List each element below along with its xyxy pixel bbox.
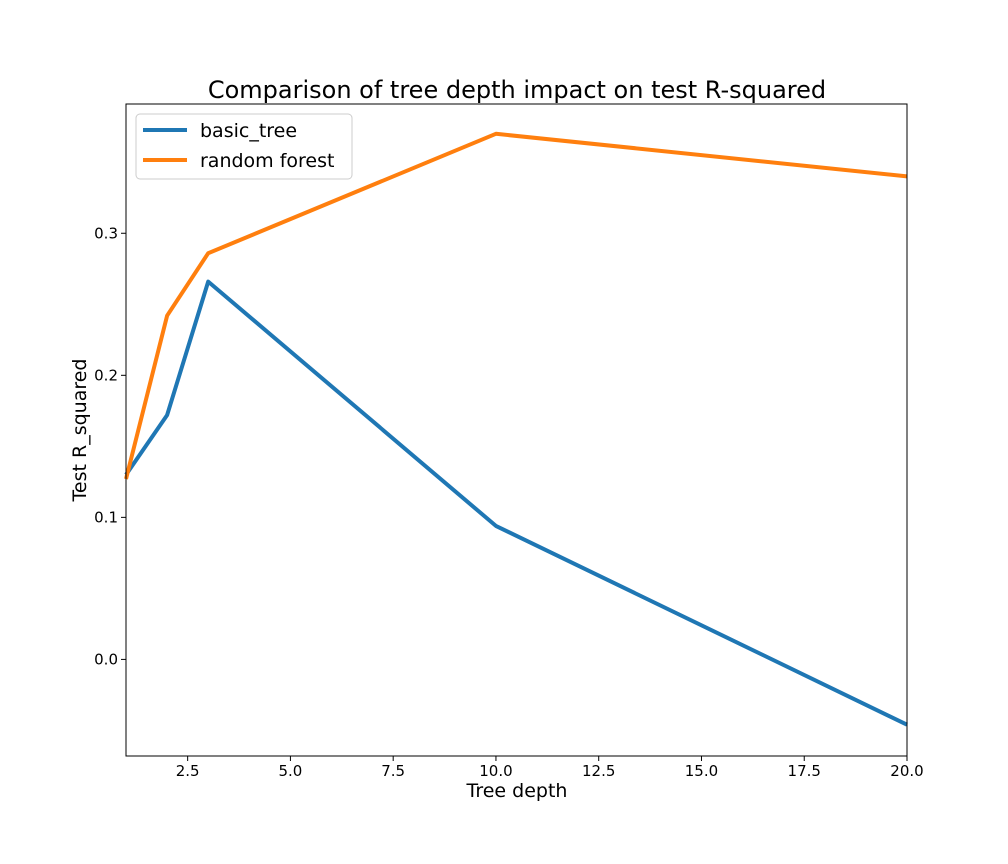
y-tick-label: 0.0: [94, 650, 118, 668]
series-line-random-forest: [124, 131, 908, 480]
x-tick-label: 7.5: [381, 762, 405, 780]
x-tick-label: 10.0: [479, 762, 512, 780]
plot-area-frame: [125, 103, 908, 757]
legend-label-basic-tree: basic_tree: [200, 120, 297, 142]
legend-box: [135, 113, 353, 180]
y-tick-label: 0.2: [94, 366, 118, 384]
y-tick-label: 0.1: [94, 508, 118, 526]
x-tick-label: 20.0: [890, 762, 923, 780]
y-tick-label: 0.3: [94, 224, 118, 242]
legend: basic_tree random forest: [135, 113, 353, 180]
x-axis-label: Tree depth: [466, 780, 568, 802]
x-axis-ticks: 2.5 5.0 7.5 10.0 12.5 15.0 17.5 20.0: [176, 756, 924, 780]
y-axis-label: Test R_squared: [69, 359, 91, 503]
legend-label-random-forest: random forest: [200, 150, 334, 172]
y-axis-ticks: 0.0 0.1 0.2 0.3: [94, 224, 126, 668]
x-tick-label: 12.5: [582, 762, 615, 780]
series-line-basic-tree: [124, 279, 908, 727]
chart-title: Comparison of tree depth impact on test …: [208, 76, 826, 104]
x-tick-label: 5.0: [278, 762, 302, 780]
x-tick-label: 15.0: [685, 762, 718, 780]
x-tick-label: 2.5: [176, 762, 200, 780]
x-tick-label: 17.5: [788, 762, 821, 780]
series-layer: [124, 131, 908, 727]
